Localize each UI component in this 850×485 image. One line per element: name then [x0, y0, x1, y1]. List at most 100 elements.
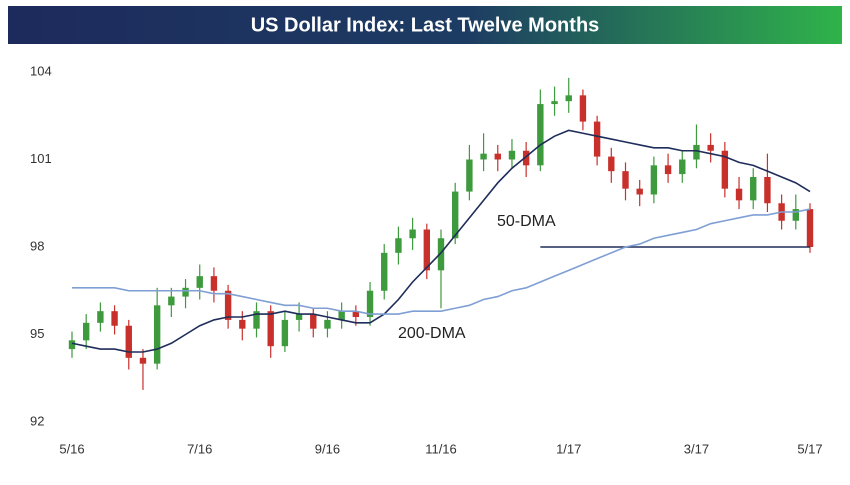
candle-body	[97, 311, 104, 323]
candle	[125, 319, 132, 370]
candle	[579, 89, 587, 131]
candle	[196, 264, 203, 300]
candle-body	[423, 229, 431, 271]
candle-body	[366, 290, 374, 317]
candle	[622, 162, 629, 201]
candle-body	[324, 319, 331, 329]
candle	[764, 153, 771, 212]
x-tick-label: 9/16	[315, 441, 340, 456]
candle	[139, 349, 147, 390]
candle	[153, 287, 161, 370]
candle	[522, 142, 530, 177]
candle	[750, 168, 757, 210]
candle-body	[239, 319, 246, 329]
candle	[409, 217, 416, 250]
candle	[295, 302, 303, 332]
candle	[721, 142, 729, 198]
candle-body	[480, 153, 487, 160]
chart-title: US Dollar Index: Last Twelve Months	[251, 14, 600, 36]
candle-body	[68, 340, 76, 350]
candle	[210, 267, 218, 303]
candle-body	[466, 159, 473, 192]
candle-body	[153, 305, 161, 364]
candle-body	[168, 296, 175, 306]
candle	[310, 308, 317, 338]
candle-body	[253, 311, 260, 329]
candle-body	[352, 311, 360, 317]
candle	[650, 156, 658, 204]
x-tick-label: 1/17	[556, 441, 581, 456]
y-tick-label: 101	[30, 151, 52, 166]
candle-body	[693, 144, 700, 160]
title-bar	[8, 6, 842, 44]
y-tick-label: 95	[30, 326, 44, 341]
candle-body	[267, 311, 274, 347]
candle	[494, 144, 501, 172]
candle-body	[395, 238, 402, 253]
candle-body	[565, 95, 572, 102]
candle	[636, 179, 643, 207]
candle-body	[281, 319, 289, 347]
candle-body	[381, 252, 388, 291]
candle	[693, 124, 700, 169]
candle-body	[437, 238, 445, 271]
candle	[338, 302, 345, 329]
candle-body	[409, 229, 416, 239]
candle	[466, 144, 473, 201]
candle	[253, 302, 260, 338]
x-tick-label: 5/16	[59, 441, 84, 456]
y-tick-label: 92	[30, 413, 44, 428]
candle	[97, 302, 104, 332]
candle	[281, 311, 289, 352]
y-tick-label: 98	[30, 238, 44, 253]
candle-body	[224, 290, 232, 320]
candle-body	[764, 177, 771, 204]
candle	[480, 133, 487, 172]
candle	[111, 305, 118, 335]
candle-body	[622, 171, 629, 189]
candle	[537, 89, 544, 172]
candle	[168, 287, 175, 317]
candle	[381, 244, 388, 300]
candle-body	[636, 188, 643, 195]
candle-body	[735, 188, 743, 201]
candle	[451, 182, 459, 245]
candle-body	[508, 150, 516, 160]
candle-body	[111, 311, 118, 326]
candle	[679, 150, 686, 183]
candle-body	[125, 325, 132, 358]
candle-body	[210, 276, 218, 291]
candle	[664, 153, 672, 183]
candle	[565, 77, 572, 113]
candle	[551, 86, 558, 116]
candle-body	[707, 144, 714, 151]
candle	[593, 115, 601, 166]
candle	[423, 223, 431, 280]
candle	[608, 147, 615, 183]
x-tick-label: 7/16	[187, 441, 212, 456]
candle	[806, 203, 814, 253]
x-tick-label: 11/16	[425, 441, 457, 456]
series-label: 200-DMA	[398, 325, 466, 342]
candle-body	[551, 101, 558, 105]
candle-body	[792, 209, 800, 221]
candle-body	[494, 153, 501, 160]
x-tick-label: 3/17	[684, 441, 709, 456]
candle-body	[310, 314, 317, 329]
series-label: 50-DMA	[497, 213, 556, 230]
candle-body	[139, 357, 147, 364]
candle-body	[522, 150, 530, 166]
moving-average-line	[71, 129, 811, 353]
candle-body	[750, 177, 757, 201]
candle-body	[537, 104, 544, 166]
candle-body	[806, 209, 814, 247]
candle-body	[338, 311, 345, 320]
candle-body	[579, 95, 587, 122]
candle-body	[295, 314, 303, 320]
candle-body	[451, 191, 459, 239]
candle-body	[650, 165, 658, 195]
candle	[707, 133, 714, 163]
candle	[366, 282, 374, 326]
candle-body	[593, 121, 601, 157]
